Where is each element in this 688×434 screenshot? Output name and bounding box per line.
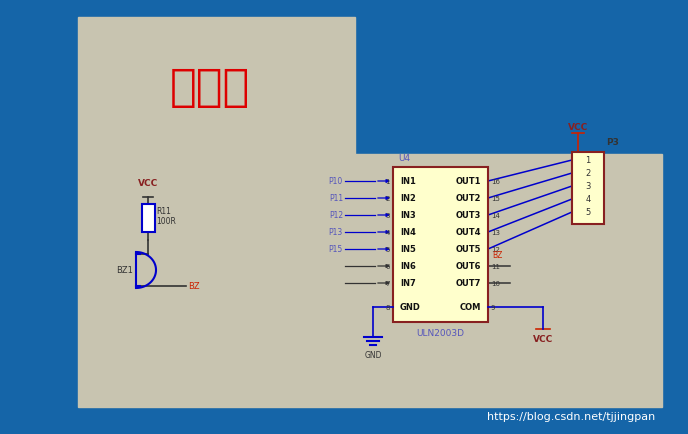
Text: OUT3: OUT3 bbox=[455, 211, 481, 220]
Text: OUT1: OUT1 bbox=[455, 177, 481, 186]
Text: OUT2: OUT2 bbox=[455, 194, 481, 203]
Text: 2: 2 bbox=[585, 169, 590, 178]
Text: P12: P12 bbox=[329, 211, 343, 220]
Text: 6: 6 bbox=[385, 263, 390, 270]
Text: 9: 9 bbox=[491, 304, 495, 310]
Text: IN6: IN6 bbox=[400, 262, 416, 271]
Text: VCC: VCC bbox=[138, 178, 158, 187]
Text: 10: 10 bbox=[491, 280, 500, 286]
Text: ULN2003D: ULN2003D bbox=[416, 328, 464, 337]
Text: 5: 5 bbox=[386, 247, 390, 253]
Text: P10: P10 bbox=[329, 177, 343, 186]
Text: 8: 8 bbox=[385, 304, 390, 310]
Text: 1: 1 bbox=[585, 156, 590, 165]
Text: P13: P13 bbox=[329, 228, 343, 237]
Text: 3: 3 bbox=[585, 182, 591, 191]
Text: VCC: VCC bbox=[533, 334, 553, 343]
Text: P3: P3 bbox=[606, 138, 619, 147]
Text: P11: P11 bbox=[329, 194, 343, 203]
Text: 蜂鸣器: 蜂鸣器 bbox=[170, 66, 250, 109]
Text: 12: 12 bbox=[491, 247, 500, 253]
Text: BZ1: BZ1 bbox=[116, 266, 133, 275]
Text: 2: 2 bbox=[386, 196, 390, 201]
Text: R11: R11 bbox=[156, 207, 171, 216]
Text: IN3: IN3 bbox=[400, 211, 416, 220]
Text: IN2: IN2 bbox=[400, 194, 416, 203]
Text: OUT6: OUT6 bbox=[455, 262, 481, 271]
Bar bbox=[142, 204, 155, 233]
Text: U4: U4 bbox=[398, 154, 410, 163]
Text: BZ: BZ bbox=[492, 250, 502, 260]
Text: COM: COM bbox=[460, 303, 481, 312]
Text: OUT5: OUT5 bbox=[455, 245, 481, 254]
Text: GND: GND bbox=[400, 303, 421, 312]
Text: IN5: IN5 bbox=[400, 245, 416, 254]
Text: 4: 4 bbox=[386, 230, 390, 236]
Text: 15: 15 bbox=[491, 196, 500, 201]
Text: OUT4: OUT4 bbox=[455, 228, 481, 237]
Text: IN1: IN1 bbox=[400, 177, 416, 186]
Text: VCC: VCC bbox=[568, 123, 588, 132]
Text: https://blog.csdn.net/tjjingpan: https://blog.csdn.net/tjjingpan bbox=[486, 411, 655, 421]
Text: 14: 14 bbox=[491, 213, 500, 218]
Text: IN4: IN4 bbox=[400, 228, 416, 237]
Text: 7: 7 bbox=[385, 280, 390, 286]
Text: GND: GND bbox=[364, 350, 382, 359]
Text: 3: 3 bbox=[385, 213, 390, 218]
Bar bbox=[572, 153, 604, 224]
Text: 13: 13 bbox=[491, 230, 500, 236]
Text: P15: P15 bbox=[329, 245, 343, 254]
Text: 1: 1 bbox=[385, 178, 390, 184]
Polygon shape bbox=[78, 18, 662, 407]
Text: OUT7: OUT7 bbox=[455, 279, 481, 288]
Bar bbox=[393, 168, 488, 322]
Text: IN7: IN7 bbox=[400, 279, 416, 288]
Text: BZ: BZ bbox=[188, 282, 200, 291]
Text: 16: 16 bbox=[491, 178, 500, 184]
Text: 5: 5 bbox=[585, 208, 590, 217]
Text: 100R: 100R bbox=[156, 217, 176, 226]
Text: 11: 11 bbox=[491, 263, 500, 270]
Text: 4: 4 bbox=[585, 195, 590, 204]
